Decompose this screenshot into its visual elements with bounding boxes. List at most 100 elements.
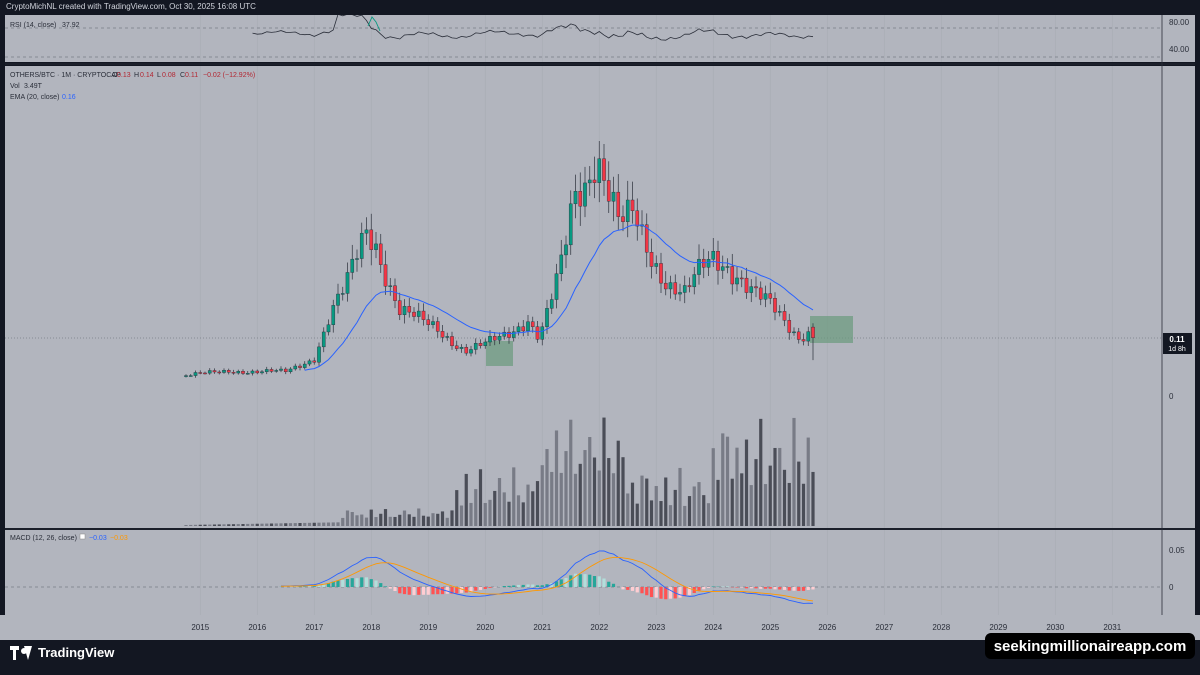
time-axis-label: 2017 (305, 623, 323, 632)
macd-histogram-bar (398, 587, 401, 593)
volume-bar (317, 523, 320, 526)
macd-histogram-bar (308, 586, 311, 587)
volume-bar (279, 523, 282, 526)
macd-histogram-bar (403, 587, 406, 594)
macd-histogram-bar (355, 578, 358, 587)
volume-bar (712, 448, 715, 526)
volume-bar (522, 502, 525, 526)
volume-bar (740, 473, 743, 526)
volume-bar (664, 477, 667, 526)
volume-bar (640, 476, 643, 526)
macd-histogram-bar (341, 580, 344, 587)
macd-histogram-bar (384, 586, 387, 587)
macd-histogram-bar (778, 587, 781, 590)
macd-histogram-bar (807, 587, 810, 590)
volume-bar (583, 450, 586, 526)
macd-histogram-bar (412, 587, 415, 595)
volume-bar (203, 525, 206, 526)
high-value: 0.14 (140, 72, 154, 79)
volume-bar (389, 517, 392, 526)
time-axis-label: 2018 (362, 623, 380, 632)
volume-bar (560, 473, 563, 526)
macd-histogram-bar (598, 576, 601, 587)
macd-histogram-bar (479, 587, 482, 590)
macd-histogram-bar (631, 587, 634, 591)
volume-bar (346, 510, 349, 526)
low-label: L (157, 72, 161, 79)
macd-histogram-bar (351, 578, 354, 587)
volume-bar (602, 418, 605, 526)
volume-bar (650, 500, 653, 526)
macd-histogram-bar (417, 587, 420, 595)
volume-bar (669, 505, 672, 526)
macd-histogram-bar (659, 587, 662, 599)
macd-histogram-bar (522, 585, 525, 587)
tradingview-logo-icon (10, 646, 32, 660)
volume-bar (189, 525, 192, 526)
macd-histogram-bar (788, 587, 791, 591)
low-value: 0.08 (162, 72, 176, 79)
macd-histogram-bar (346, 579, 349, 587)
macd-histogram-bar (702, 587, 705, 589)
volume-bar (764, 484, 767, 526)
macd-histogram-bar (360, 577, 363, 587)
volume-bar (484, 503, 487, 526)
time-axis-label: 2015 (191, 623, 209, 632)
macd-histogram-bar (740, 587, 743, 588)
macd-scale-top: 0.05 (1169, 546, 1185, 555)
volume-bar (265, 524, 268, 526)
rsi-pane (5, 15, 1195, 62)
volume-bar (455, 490, 458, 526)
volume-bar (436, 514, 439, 526)
volume-bar (194, 525, 197, 526)
volume-bar (807, 438, 810, 526)
volume-bar (303, 523, 306, 526)
volume-label: Vol (10, 83, 20, 90)
macd-histogram-bar (650, 587, 653, 597)
volume-bar (697, 482, 700, 526)
time-axis-label: 2024 (704, 623, 722, 632)
time-axis-label: 2022 (590, 623, 608, 632)
volume-bar (802, 484, 805, 526)
volume-bar (726, 437, 729, 526)
time-axis-label: 2028 (932, 623, 950, 632)
volume-bar (341, 518, 344, 526)
macd-histogram-bar (536, 585, 539, 587)
macd-histogram-bar (517, 585, 520, 587)
volume-bar (693, 486, 696, 526)
time-axis-label: 2016 (248, 623, 266, 632)
macd-histogram-bar (607, 582, 610, 587)
volume-bar (351, 512, 354, 526)
volume-bar (545, 449, 548, 526)
volume-bar (213, 525, 216, 527)
rsi-scale-40: 40.00 (1169, 45, 1190, 54)
volume-bar (322, 523, 325, 526)
volume-bar (550, 472, 553, 526)
macd-histogram-bar (593, 576, 596, 587)
volume-bar (412, 517, 415, 526)
macd-histogram-swatch (80, 534, 85, 539)
tradingview-logo[interactable]: TradingView (10, 645, 114, 660)
volume-bar (332, 522, 335, 526)
volume-bar (370, 510, 373, 526)
macd-histogram-bar (389, 587, 392, 589)
volume-bar (493, 491, 496, 526)
countdown: 1d 8h (1168, 346, 1186, 353)
macd-histogram-bar (408, 587, 411, 595)
volume-bar (450, 510, 453, 526)
volume-bar (792, 418, 795, 526)
macd-histogram-bar (374, 581, 377, 587)
volume-bar (683, 506, 686, 526)
macd-histogram-bar (621, 587, 624, 589)
volume-bar (721, 433, 724, 526)
high-label: H (134, 72, 139, 79)
macd-histogram-bar (811, 587, 814, 589)
volume-bar (184, 525, 187, 526)
volume-bar (398, 515, 401, 526)
macd-histogram-bar (669, 587, 672, 599)
macd-histogram-bar (707, 587, 710, 588)
time-axis-label: 2025 (761, 623, 779, 632)
volume-bar (313, 523, 316, 526)
ema-label: EMA (20, close) (10, 94, 59, 101)
